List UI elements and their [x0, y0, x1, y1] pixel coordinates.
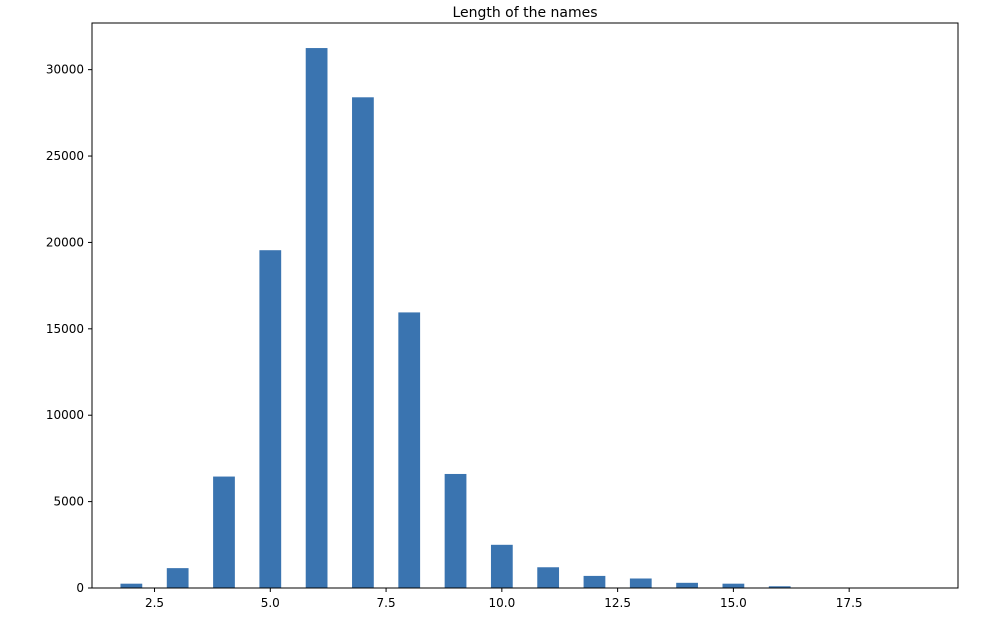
histogram-bar: [444, 473, 467, 588]
y-tick-label: 30000: [46, 63, 84, 77]
histogram-bar: [305, 48, 328, 588]
histogram-bar: [213, 476, 235, 588]
histogram-bar: [583, 575, 606, 588]
y-tick-label: 15000: [46, 322, 84, 336]
histogram-bar: [259, 250, 282, 588]
x-tick-label: 10.0: [488, 596, 515, 610]
x-tick-label: 17.5: [836, 596, 863, 610]
x-tick-label: 7.5: [377, 596, 396, 610]
x-axis: 2.5 5.0 7.5 10.0 12.5 15.0 17.5: [145, 588, 863, 610]
histogram-bar: [166, 568, 189, 588]
plot-frame: [91, 22, 959, 589]
y-tick-label: 5000: [53, 495, 84, 509]
histogram-bar: [537, 567, 560, 588]
histogram-bar: [676, 582, 698, 588]
histogram-bar: [120, 583, 143, 588]
x-tick-label: 12.5: [604, 596, 631, 610]
histogram-bar: [490, 544, 513, 588]
histogram-bar: [629, 578, 652, 588]
y-tick-label: 25000: [46, 149, 84, 163]
histogram-bar: [722, 583, 745, 588]
y-tick-label: 10000: [46, 408, 84, 422]
histogram-bar: [352, 97, 374, 589]
histogram-bar: [768, 586, 791, 588]
x-tick-label: 15.0: [720, 596, 747, 610]
chart-title: Length of the names: [452, 5, 597, 21]
y-tick-label: 0: [76, 581, 84, 595]
y-axis: 0 5000 10000 15000 20000 25000 30000: [46, 63, 92, 595]
y-tick-label: 20000: [46, 235, 84, 249]
x-tick-label: 5.0: [261, 596, 280, 610]
x-tick-label: 2.5: [145, 596, 164, 610]
bar-group: [120, 48, 930, 589]
histogram-bar: [398, 312, 421, 588]
